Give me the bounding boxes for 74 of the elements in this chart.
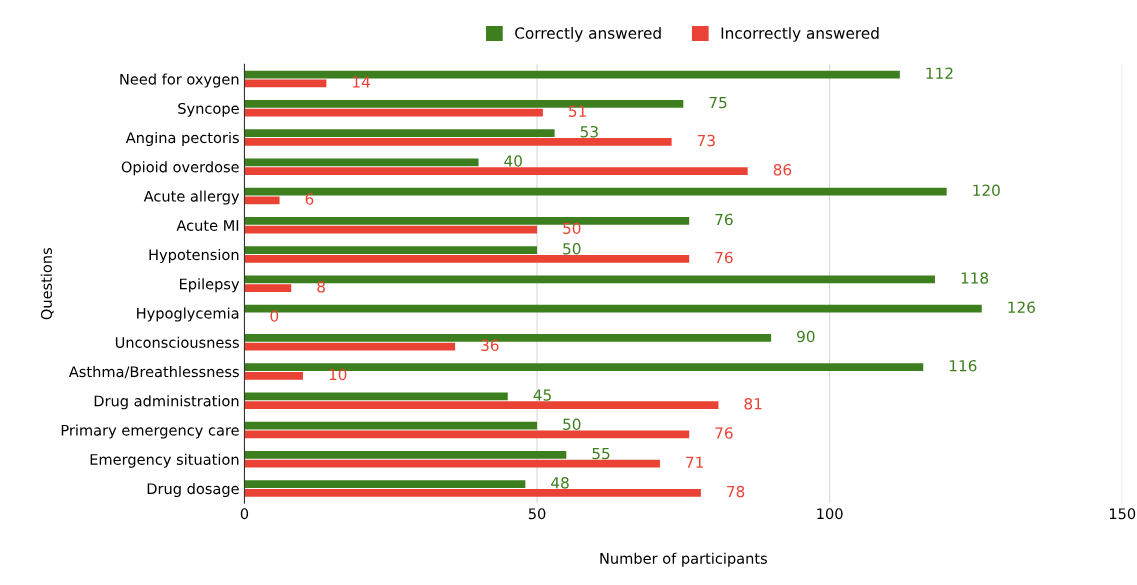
y-tick-label: Emergency situation bbox=[90, 453, 239, 468]
data-label: 10 bbox=[329, 368, 347, 381]
data-label: 55 bbox=[592, 447, 610, 460]
y-axis-title: Questions bbox=[40, 248, 54, 320]
data-label: 126 bbox=[1008, 301, 1035, 314]
bar bbox=[244, 371, 303, 380]
data-label: 8 bbox=[317, 280, 325, 293]
data-label: 76 bbox=[715, 427, 733, 439]
y-tick-label: Hypoglycemia bbox=[137, 307, 239, 322]
bar bbox=[244, 284, 292, 293]
y-tick-label: Syncope bbox=[178, 102, 239, 117]
data-label: 50 bbox=[563, 418, 581, 431]
bar bbox=[244, 158, 479, 167]
bar bbox=[244, 246, 538, 255]
x-tick-label: 150 bbox=[1109, 508, 1136, 520]
data-label: 86 bbox=[773, 163, 792, 176]
data-label: 50 bbox=[563, 242, 581, 255]
data-label: 78 bbox=[727, 485, 745, 498]
data-label: 76 bbox=[715, 213, 733, 226]
data-label: 76 bbox=[715, 251, 733, 264]
data-label: 73 bbox=[697, 134, 715, 147]
data-label: 75 bbox=[709, 96, 727, 109]
bar bbox=[244, 137, 672, 146]
bar bbox=[244, 392, 508, 401]
bar bbox=[244, 225, 538, 234]
bar bbox=[244, 129, 555, 138]
data-label: 50 bbox=[563, 222, 581, 235]
data-label: 90 bbox=[797, 330, 815, 343]
bar bbox=[244, 196, 280, 205]
data-label: 118 bbox=[961, 272, 989, 284]
data-label: 120 bbox=[973, 184, 1000, 197]
bar bbox=[244, 167, 748, 176]
y-tick-label: Hypotension bbox=[149, 248, 239, 264]
bar bbox=[244, 421, 538, 430]
y-tick-label: Epilepsy bbox=[179, 278, 240, 293]
y-tick-label: Unconsciousness bbox=[115, 336, 239, 348]
y-tick-label: Acute allergy bbox=[143, 190, 240, 205]
data-label: 81 bbox=[744, 397, 762, 410]
data-label: 51 bbox=[569, 105, 586, 118]
y-tick-label: Primary emergency care bbox=[61, 424, 239, 439]
data-label: 14 bbox=[353, 76, 370, 88]
x-axis-title: Number of participants bbox=[600, 552, 767, 567]
data-label: 53 bbox=[580, 125, 598, 138]
bar bbox=[244, 342, 456, 351]
data-label: 71 bbox=[686, 456, 703, 468]
data-label: 112 bbox=[926, 67, 953, 79]
bar bbox=[244, 450, 567, 459]
bar bbox=[244, 488, 701, 497]
y-tick-label: Need for oxygen bbox=[120, 73, 239, 88]
y-tick-label: Asthma/Breathlessness bbox=[68, 365, 239, 379]
data-label: 36 bbox=[481, 339, 499, 352]
data-label: 6 bbox=[305, 193, 314, 205]
bar bbox=[244, 108, 543, 117]
data-label: 40 bbox=[504, 155, 522, 167]
y-tick-label: Drug dosage bbox=[147, 482, 239, 498]
legend-label: Correctly answered bbox=[515, 27, 661, 42]
y-tick-label: Drug administration bbox=[94, 395, 239, 410]
bar bbox=[244, 430, 690, 439]
x-tick-label: 100 bbox=[817, 508, 843, 520]
y-tick-label: Opioid overdose bbox=[121, 161, 239, 176]
data-label: 116 bbox=[949, 359, 977, 372]
bar bbox=[244, 401, 719, 410]
data-label: 0 bbox=[270, 310, 279, 322]
bar bbox=[244, 79, 327, 88]
x-tick-label: 50 bbox=[528, 508, 546, 520]
bar bbox=[244, 480, 526, 489]
y-tick-label: Acute MI bbox=[176, 220, 239, 231]
y-tick-label: Angina pectoris bbox=[125, 131, 239, 147]
data-label: 45 bbox=[533, 389, 551, 401]
legend-label: Incorrectly answered bbox=[721, 27, 879, 42]
bar bbox=[244, 459, 660, 468]
x-tick-label: 0 bbox=[240, 508, 249, 520]
bar bbox=[244, 254, 690, 263]
data-label: 48 bbox=[551, 476, 569, 489]
